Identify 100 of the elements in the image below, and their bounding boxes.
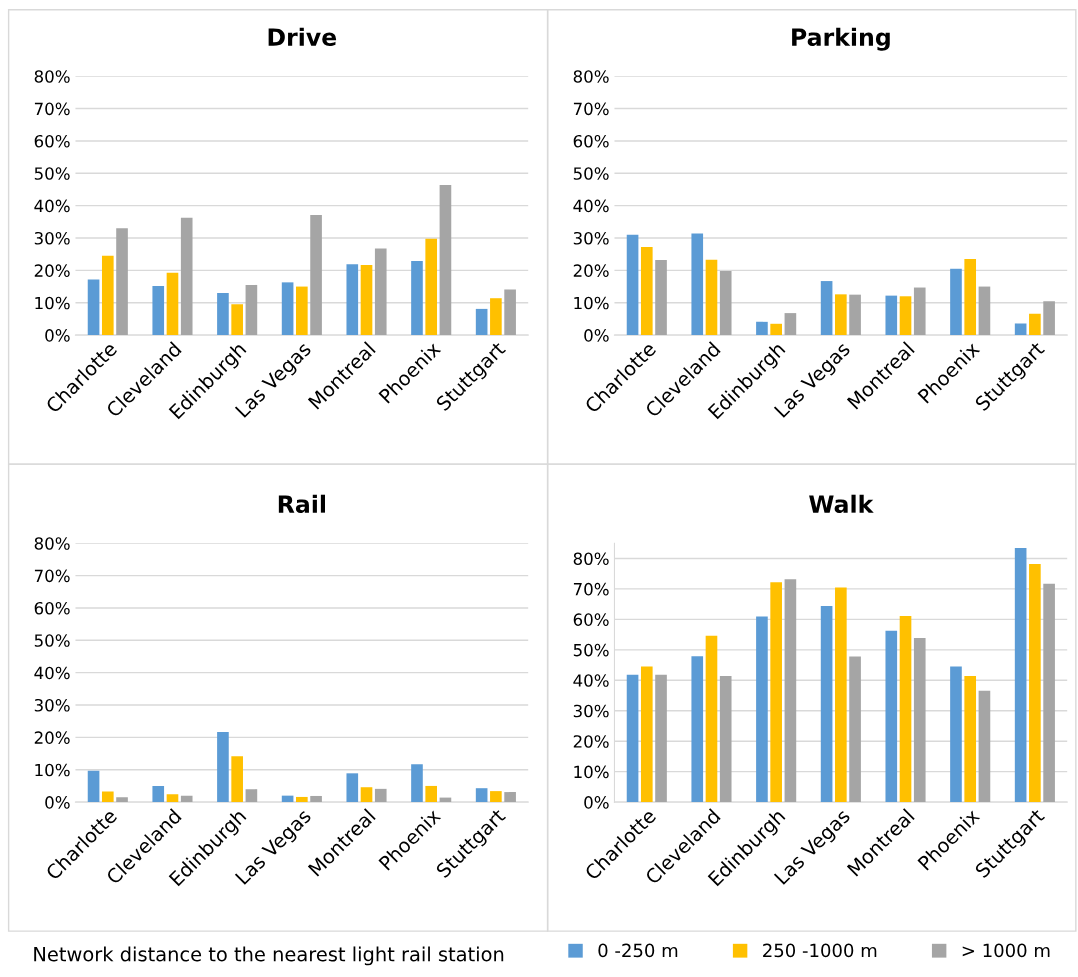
bar xyxy=(374,788,387,803)
bar xyxy=(655,260,667,336)
bar xyxy=(770,323,782,336)
bar xyxy=(425,785,438,803)
bar xyxy=(475,308,488,336)
bar xyxy=(964,259,977,336)
bar xyxy=(490,298,502,336)
bar xyxy=(425,238,438,336)
y-tick-label: 0% xyxy=(45,796,70,809)
chart-title: Rail xyxy=(278,494,326,513)
y-tick-label: 20% xyxy=(573,264,609,277)
y-tick-label: 30% xyxy=(34,698,70,712)
bar xyxy=(1014,548,1027,803)
bar xyxy=(913,637,926,803)
bar xyxy=(245,284,258,336)
bar xyxy=(180,795,193,803)
y-tick-label: 70% xyxy=(34,102,70,116)
chart-title: Parking xyxy=(792,27,890,51)
bar xyxy=(504,289,516,336)
bar xyxy=(719,676,732,803)
bar xyxy=(913,287,926,336)
bar xyxy=(756,321,768,336)
y-tick-label: 80% xyxy=(573,70,609,83)
y-tick-label: 10% xyxy=(574,765,609,779)
y-tick-label: 0% xyxy=(584,796,609,809)
chart-title: Walk xyxy=(809,494,874,513)
bar xyxy=(705,635,718,803)
y-tick-label: 80% xyxy=(573,552,609,566)
bar xyxy=(231,304,243,336)
bar xyxy=(360,264,373,336)
bar xyxy=(964,676,977,803)
y-tick-label: 20% xyxy=(34,731,70,744)
bar xyxy=(1029,313,1041,336)
bar xyxy=(310,215,322,336)
y-tick-label: 30% xyxy=(573,704,609,718)
bar xyxy=(784,313,797,336)
legend-label: 250 -1000 m xyxy=(763,943,877,958)
bar xyxy=(640,666,653,803)
bar xyxy=(504,792,516,803)
bar xyxy=(101,255,114,336)
bar xyxy=(691,656,704,803)
bar xyxy=(231,756,243,803)
y-tick-label: 40% xyxy=(573,674,609,687)
bar xyxy=(950,268,962,336)
bar xyxy=(360,787,373,803)
bar xyxy=(116,797,128,803)
bar xyxy=(166,794,179,803)
bar xyxy=(978,690,991,803)
legend-label: 0 -250 m xyxy=(598,943,678,958)
bar xyxy=(719,271,732,336)
bar xyxy=(217,731,229,803)
bar xyxy=(475,788,488,803)
y-tick-label: 60% xyxy=(573,134,609,148)
bar xyxy=(820,281,833,336)
bar xyxy=(296,796,308,803)
bar xyxy=(1029,563,1041,803)
y-tick-label: 10% xyxy=(35,763,70,777)
y-tick-label: 60% xyxy=(34,601,70,615)
y-tick-label: 10% xyxy=(574,296,609,310)
bar xyxy=(950,666,962,803)
y-tick-label: 50% xyxy=(573,167,609,180)
y-tick-label: 70% xyxy=(34,569,70,583)
bar xyxy=(978,286,991,336)
bar xyxy=(691,233,704,336)
legend-label: > 1000 m xyxy=(962,943,1050,958)
y-tick-label: 30% xyxy=(573,231,609,245)
bar xyxy=(101,791,114,803)
y-tick-label: 40% xyxy=(34,199,70,213)
y-tick-label: 0% xyxy=(45,329,70,342)
bar xyxy=(439,184,452,336)
bar xyxy=(705,259,718,336)
y-tick-label: 40% xyxy=(34,666,70,680)
bar xyxy=(411,764,423,803)
legend-title: Network distance to the nearest light rail station xyxy=(34,946,504,966)
y-tick-label: 50% xyxy=(573,643,609,657)
bar xyxy=(820,605,833,803)
bar xyxy=(899,616,912,803)
y-tick-label: 50% xyxy=(34,167,70,180)
bar xyxy=(655,674,667,803)
bar xyxy=(116,228,128,336)
y-tick-label: 80% xyxy=(34,537,70,550)
bar xyxy=(885,295,898,336)
bar xyxy=(346,773,359,803)
bar xyxy=(281,282,294,336)
chart-title: Drive xyxy=(268,27,337,46)
bar xyxy=(490,791,502,803)
y-tick-label: 30% xyxy=(34,231,70,245)
bar xyxy=(899,296,912,336)
bar xyxy=(1043,301,1055,336)
bar xyxy=(1043,583,1055,803)
bar xyxy=(885,630,898,803)
bar xyxy=(87,279,100,336)
y-tick-label: 20% xyxy=(573,735,609,748)
bar xyxy=(296,286,308,336)
y-tick-label: 60% xyxy=(34,134,70,148)
bar xyxy=(835,294,847,336)
y-tick-label: 50% xyxy=(34,634,70,647)
y-tick-label: 20% xyxy=(34,264,70,277)
y-tick-label: 60% xyxy=(573,613,609,626)
bar xyxy=(346,264,359,336)
